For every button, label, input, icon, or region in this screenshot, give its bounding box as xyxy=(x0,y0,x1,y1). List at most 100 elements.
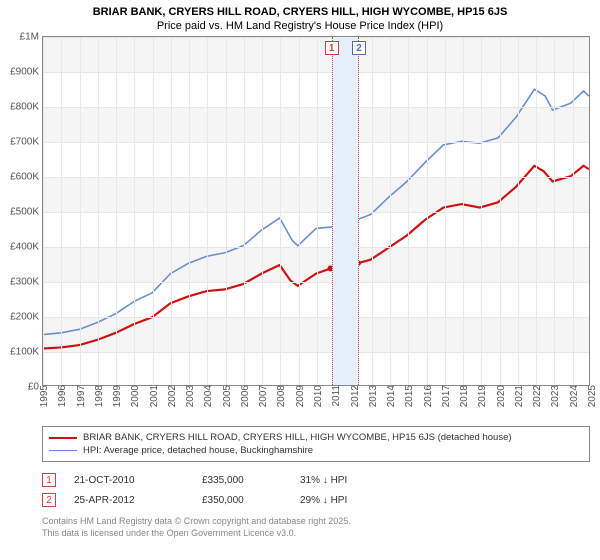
gridline-horizontal xyxy=(43,177,589,178)
gridline-horizontal xyxy=(43,107,589,108)
y-axis-label: £600K xyxy=(10,172,39,183)
gridline-vertical xyxy=(408,37,409,385)
legend-swatch xyxy=(49,450,77,451)
x-axis-label: 2005 xyxy=(222,385,233,407)
x-axis-label: 2022 xyxy=(532,385,543,407)
chart-subtitle: Price paid vs. HM Land Registry's House … xyxy=(0,18,600,36)
gridline-vertical xyxy=(61,37,62,385)
gridline-vertical xyxy=(43,37,44,385)
x-axis-label: 2001 xyxy=(149,385,160,407)
gridline-vertical xyxy=(463,37,464,385)
x-axis-label: 2018 xyxy=(459,385,470,407)
gridline-horizontal xyxy=(43,282,589,283)
x-axis-label: 2011 xyxy=(331,385,342,407)
gridline-vertical xyxy=(98,37,99,385)
x-axis-label: 2013 xyxy=(368,385,379,407)
gridline-vertical xyxy=(427,37,428,385)
x-axis-label: 2024 xyxy=(569,385,580,407)
sale-row: 1 21-OCT-2010 £335,000 31% ↓ HPI xyxy=(42,470,590,490)
x-axis-label: 2015 xyxy=(404,385,415,407)
legend-swatch xyxy=(49,437,77,439)
gridline-vertical xyxy=(207,37,208,385)
x-axis-label: 1996 xyxy=(57,385,68,407)
legend-label: HPI: Average price, detached house, Buck… xyxy=(83,445,313,456)
legend-item: BRIAR BANK, CRYERS HILL ROAD, CRYERS HIL… xyxy=(49,431,583,444)
gridline-horizontal xyxy=(43,352,589,353)
y-axis-label: £200K xyxy=(10,312,39,323)
gridline-vertical xyxy=(390,37,391,385)
gridline-horizontal xyxy=(43,142,589,143)
gridline-vertical xyxy=(80,37,81,385)
y-axis-label: £300K xyxy=(10,277,39,288)
sale-marker-2: 2 xyxy=(352,41,366,55)
gridline-vertical xyxy=(189,37,190,385)
x-axis-label: 2017 xyxy=(441,385,452,407)
gridline-vertical xyxy=(299,37,300,385)
gridline-horizontal xyxy=(43,247,589,248)
chart-title: BRIAR BANK, CRYERS HILL ROAD, CRYERS HIL… xyxy=(0,0,600,18)
y-axis-label: £800K xyxy=(10,102,39,113)
x-axis-label: 2007 xyxy=(258,385,269,407)
y-axis-label: £400K xyxy=(10,242,39,253)
y-axis-label: £100K xyxy=(10,347,39,358)
legend: BRIAR BANK, CRYERS HILL ROAD, CRYERS HIL… xyxy=(42,426,590,462)
gridline-horizontal xyxy=(43,72,589,73)
sales-table: 1 21-OCT-2010 £335,000 31% ↓ HPI 225-APR-201… xyxy=(42,470,590,510)
y-axis-label: £900K xyxy=(10,67,39,78)
sale-hpi-delta: 31% ↓ HPI xyxy=(300,475,410,486)
x-axis-label: 2023 xyxy=(550,385,561,407)
x-axis-label: 2016 xyxy=(423,385,434,407)
chart-area: 12 £0£100K£200K£300K£400K£500K£600K£700K… xyxy=(42,36,590,386)
sale-row-marker: 1 xyxy=(42,473,56,487)
legend-label: BRIAR BANK, CRYERS HILL ROAD, CRYERS HIL… xyxy=(83,432,512,443)
sale-price: £335,000 xyxy=(202,475,282,486)
gridline-vertical xyxy=(536,37,537,385)
footer-line-2: This data is licensed under the Open Gov… xyxy=(42,528,590,540)
x-axis-label: 2019 xyxy=(477,385,488,407)
line-series-svg xyxy=(43,37,589,385)
series-price_paid xyxy=(43,166,589,349)
sale-row: 225-APR-2012£350,00029% ↓ HPI xyxy=(42,490,590,510)
gridline-vertical xyxy=(280,37,281,385)
sale-date: 21-OCT-2010 xyxy=(74,475,184,486)
gridline-vertical xyxy=(262,37,263,385)
footer-attribution: Contains HM Land Registry data © Crown c… xyxy=(42,516,590,539)
gridline-vertical xyxy=(153,37,154,385)
x-axis-label: 2012 xyxy=(350,385,361,407)
sale-date: 25-APR-2012 xyxy=(74,495,184,506)
legend-item: HPI: Average price, detached house, Buck… xyxy=(49,444,583,457)
x-axis-label: 2021 xyxy=(514,385,525,407)
plot-region: 12 xyxy=(43,37,589,385)
gridline-vertical xyxy=(481,37,482,385)
sale-marker-1: 1 xyxy=(325,41,339,55)
gridline-vertical xyxy=(445,37,446,385)
gridline-vertical xyxy=(317,37,318,385)
gridline-horizontal xyxy=(43,317,589,318)
gridline-horizontal xyxy=(43,37,589,38)
gridline-horizontal xyxy=(43,212,589,213)
gridline-vertical xyxy=(244,37,245,385)
x-axis-label: 1995 xyxy=(39,385,50,407)
gridline-vertical xyxy=(134,37,135,385)
gridline-vertical xyxy=(518,37,519,385)
x-axis-label: 2000 xyxy=(130,385,141,407)
gridline-vertical xyxy=(226,37,227,385)
x-axis-label: 2009 xyxy=(295,385,306,407)
y-axis-label: £500K xyxy=(10,207,39,218)
y-axis-label: £1M xyxy=(20,32,39,43)
x-axis-label: 1998 xyxy=(94,385,105,407)
sale-hpi-delta: 29% ↓ HPI xyxy=(300,495,410,506)
sale-marker-band xyxy=(332,37,359,385)
y-axis-label: £0 xyxy=(28,382,39,393)
x-axis-label: 1999 xyxy=(112,385,123,407)
gridline-vertical xyxy=(554,37,555,385)
y-axis-label: £700K xyxy=(10,137,39,148)
x-axis-label: 2002 xyxy=(167,385,178,407)
x-axis-label: 2004 xyxy=(203,385,214,407)
x-axis-label: 2020 xyxy=(496,385,507,407)
x-axis-label: 2008 xyxy=(276,385,287,407)
x-axis-label: 2025 xyxy=(587,385,598,407)
gridline-vertical xyxy=(573,37,574,385)
gridline-vertical xyxy=(500,37,501,385)
x-axis-label: 2010 xyxy=(313,385,324,407)
